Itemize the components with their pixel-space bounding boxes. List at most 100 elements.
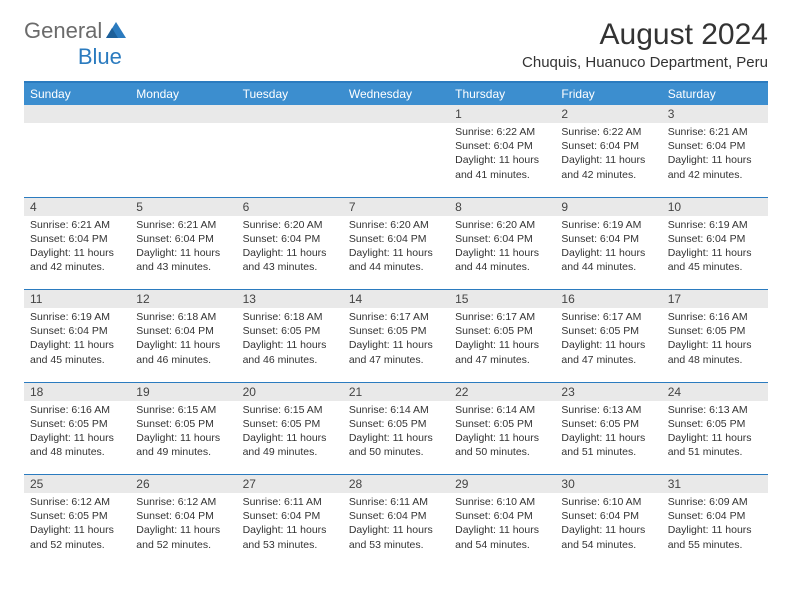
sunrise-text: Sunrise: 6:16 AM: [668, 310, 762, 324]
sunset-text: Sunset: 6:04 PM: [243, 232, 337, 246]
brand-general: General: [24, 18, 102, 44]
sunset-text: Sunset: 6:05 PM: [243, 324, 337, 338]
day-number: 22: [449, 382, 555, 401]
sunrise-text: Sunrise: 6:21 AM: [30, 218, 124, 232]
day-cell: Sunrise: 6:22 AMSunset: 6:04 PMDaylight:…: [449, 123, 555, 197]
sunset-text: Sunset: 6:04 PM: [455, 232, 549, 246]
month-title: August 2024: [522, 18, 768, 52]
day-cell: Sunrise: 6:21 AMSunset: 6:04 PMDaylight:…: [662, 123, 768, 197]
content-row: Sunrise: 6:21 AM Sunset: 6:04 PM Daylight:…: [24, 216, 768, 290]
day2-text: and 47 minutes.: [561, 353, 655, 367]
sunrise-text: Sunrise: 6:17 AM: [561, 310, 655, 324]
weekday-header: Thursday: [449, 83, 555, 105]
sunset-text: Sunset: 6:05 PM: [455, 417, 549, 431]
day1-text: Daylight: 11 hours: [561, 153, 655, 167]
day-number: 18: [24, 382, 130, 401]
day-number: 4: [24, 197, 130, 216]
day-number: 29: [449, 475, 555, 494]
day-number: [24, 105, 130, 123]
sunrise-text: Sunrise: 6:13 AM: [561, 403, 655, 417]
weekday-header-row: Sunday Monday Tuesday Wednesday Thursday…: [24, 83, 768, 105]
sunset-text: Sunset: 6:04 PM: [136, 324, 230, 338]
day-cell: Sunrise: 6:16 AMSunset: 6:05 PMDaylight:…: [662, 308, 768, 382]
sunrise-text: Sunrise: 6:10 AM: [561, 495, 655, 509]
day1-text: Daylight: 11 hours: [561, 431, 655, 445]
day-cell: Sunrise: 6:18 AMSunset: 6:04 PMDaylight:…: [130, 308, 236, 382]
day2-text: and 49 minutes.: [243, 445, 337, 459]
content-row: Sunrise: 6:16 AMSunset: 6:05 PMDaylight:…: [24, 401, 768, 475]
sunrise-text: Sunrise: 6:17 AM: [349, 310, 443, 324]
sunset-text: Sunset: 6:04 PM: [561, 509, 655, 523]
day-number: [343, 105, 449, 123]
sunrise-text: Sunrise: 6:11 AM: [243, 495, 337, 509]
content-row: Sunrise: 6:19 AMSunset: 6:04 PMDaylight:…: [24, 308, 768, 382]
sunset-text: Sunset: 6:04 PM: [455, 139, 549, 153]
day1-text: Daylight: 11 hours: [136, 246, 230, 260]
location-subtitle: Chuquis, Huanuco Department, Peru: [522, 54, 768, 71]
day-number: 30: [555, 475, 661, 494]
day1-text: Daylight: 11 hours: [30, 523, 124, 537]
day-cell: Sunrise: 6:21 AMSunset: 6:04 PMDaylight:…: [24, 216, 130, 290]
day-number: 12: [130, 290, 236, 309]
day1-text: Daylight: 11 hours: [136, 523, 230, 537]
sunrise-text: Sunrise: 6:19 AM: [561, 218, 655, 232]
day-cell: Sunrise: 6:20 AMSunset: 6:04 PMDaylight:…: [237, 216, 343, 290]
sunrise-text: Sunrise: 6:19 AM: [30, 310, 124, 324]
day2-text: and 50 minutes.: [455, 445, 549, 459]
calendar-page: General August 2024 Chuquis, Huanuco Dep…: [0, 0, 792, 567]
day2-text: and 51 minutes.: [561, 445, 655, 459]
weekday-header: Tuesday: [237, 83, 343, 105]
page-header: General August 2024 Chuquis, Huanuco Dep…: [24, 18, 768, 73]
sunset-text: Sunset: 6:05 PM: [30, 509, 124, 523]
sunrise-text: Sunrise: 6:13 AM: [668, 403, 762, 417]
sunrise-text: Sunrise: 6:10 AM: [455, 495, 549, 509]
day1-text: Daylight: 11 hours: [668, 338, 762, 352]
weekday-header: Friday: [555, 83, 661, 105]
sunset-text: Sunset: 6:05 PM: [561, 417, 655, 431]
calendar-thead: Sunday Monday Tuesday Wednesday Thursday…: [24, 83, 768, 105]
daynum-row: 123: [24, 105, 768, 123]
sunrise-text: Sunrise: 6:19 AM: [668, 218, 762, 232]
sunrise-text: Sunrise: 6:11 AM: [349, 495, 443, 509]
weekday-header: Monday: [130, 83, 236, 105]
day2-text: and 52 minutes.: [30, 538, 124, 552]
day2-text: and 42 minutes.: [30, 260, 124, 274]
day1-text: Daylight: 11 hours: [561, 523, 655, 537]
day-cell: Sunrise: 6:11 AMSunset: 6:04 PMDaylight:…: [237, 493, 343, 567]
sunrise-text: Sunrise: 6:20 AM: [243, 218, 337, 232]
day1-text: Daylight: 11 hours: [243, 523, 337, 537]
day-number: 3: [662, 105, 768, 123]
calendar-table: Sunday Monday Tuesday Wednesday Thursday…: [24, 83, 768, 567]
sunrise-text: Sunrise: 6:20 AM: [349, 218, 443, 232]
day2-text: and 47 minutes.: [349, 353, 443, 367]
sunrise-text: Sunrise: 6:17 AM: [455, 310, 549, 324]
day-number: 21: [343, 382, 449, 401]
day-cell: Sunrise: 6:15 AMSunset: 6:05 PMDaylight:…: [237, 401, 343, 475]
day1-text: Daylight: 11 hours: [349, 338, 443, 352]
sunset-text: Sunset: 6:05 PM: [136, 417, 230, 431]
day-cell: Sunrise: 6:19 AMSunset: 6:04 PMDaylight:…: [662, 216, 768, 290]
day-number: 2: [555, 105, 661, 123]
day2-text: and 46 minutes.: [243, 353, 337, 367]
day-cell: [24, 123, 130, 197]
calendar-body: 123Sunrise: 6:22 AMSunset: 6:04 PMDaylig…: [24, 105, 768, 567]
day2-text: and 48 minutes.: [30, 445, 124, 459]
day1-text: Daylight: 11 hours: [136, 431, 230, 445]
day1-text: Daylight: 11 hours: [243, 338, 337, 352]
day-cell: Sunrise: 6:16 AMSunset: 6:05 PMDaylight:…: [24, 401, 130, 475]
day-cell: Sunrise: 6:20 AMSunset: 6:04 PMDaylight:…: [449, 216, 555, 290]
day2-text: and 53 minutes.: [243, 538, 337, 552]
day-cell: Sunrise: 6:14 AMSunset: 6:05 PMDaylight:…: [343, 401, 449, 475]
day-cell: [237, 123, 343, 197]
brand-triangle-icon: [106, 18, 126, 44]
sunrise-text: Sunrise: 6:15 AM: [243, 403, 337, 417]
weekday-header: Sunday: [24, 83, 130, 105]
day-cell: Sunrise: 6:13 AMSunset: 6:05 PMDaylight:…: [662, 401, 768, 475]
day-cell: Sunrise: 6:15 AMSunset: 6:05 PMDaylight:…: [130, 401, 236, 475]
sunset-text: Sunset: 6:05 PM: [243, 417, 337, 431]
day1-text: Daylight: 11 hours: [668, 523, 762, 537]
day1-text: Daylight: 11 hours: [30, 246, 124, 260]
day2-text: and 45 minutes.: [30, 353, 124, 367]
sunset-text: Sunset: 6:04 PM: [30, 324, 124, 338]
day1-text: Daylight: 11 hours: [668, 431, 762, 445]
